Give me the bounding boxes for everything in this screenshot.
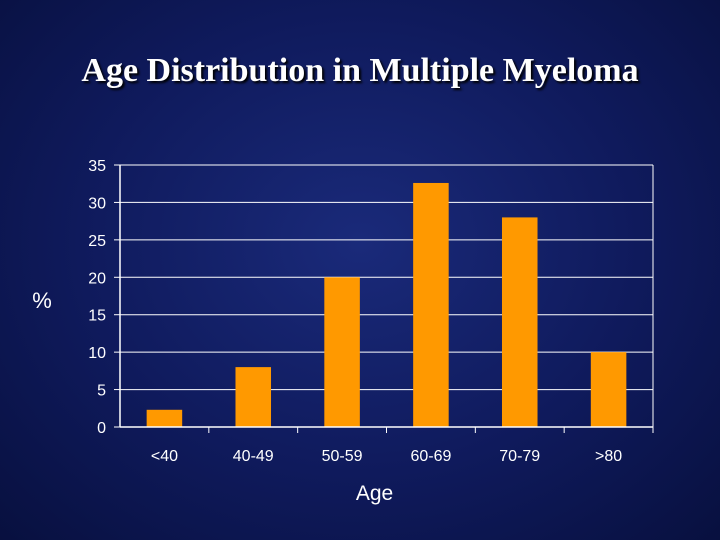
x-tick-label: 60-69	[410, 448, 451, 465]
bar	[501, 217, 538, 427]
bar	[324, 277, 360, 427]
chart-title: Age Distribution in Multiple Myeloma	[81, 52, 639, 89]
y-tick-label: 5	[97, 383, 106, 400]
gridlines	[120, 164, 653, 391]
x-tick-label: 50-59	[322, 448, 363, 465]
bar	[590, 352, 627, 427]
y-tick-label: 15	[88, 308, 106, 325]
tick-labels: 0 5 10 15 20 25 30 35 <40 40-49 50-59 60-69 70-79 >80	[88, 158, 622, 465]
bar	[146, 409, 183, 427]
bars	[146, 182, 627, 427]
x-tick-label: <40	[151, 448, 178, 465]
y-tick-label: 0	[97, 420, 106, 437]
x-tick-label: 70-79	[499, 448, 540, 465]
y-tick-label: 30	[88, 195, 106, 212]
x-tick-label: >80	[595, 448, 622, 465]
y-axis-label: %	[32, 288, 52, 313]
axes	[114, 164, 654, 433]
y-tick-label: 35	[88, 158, 106, 175]
y-tick-label: 10	[88, 345, 106, 362]
x-tick-label: 40-49	[233, 448, 274, 465]
y-tick-label: 20	[88, 270, 106, 287]
bar	[235, 367, 272, 427]
y-tick-label: 25	[88, 233, 106, 250]
x-axis-label: Age	[356, 482, 393, 505]
bar	[413, 182, 449, 427]
